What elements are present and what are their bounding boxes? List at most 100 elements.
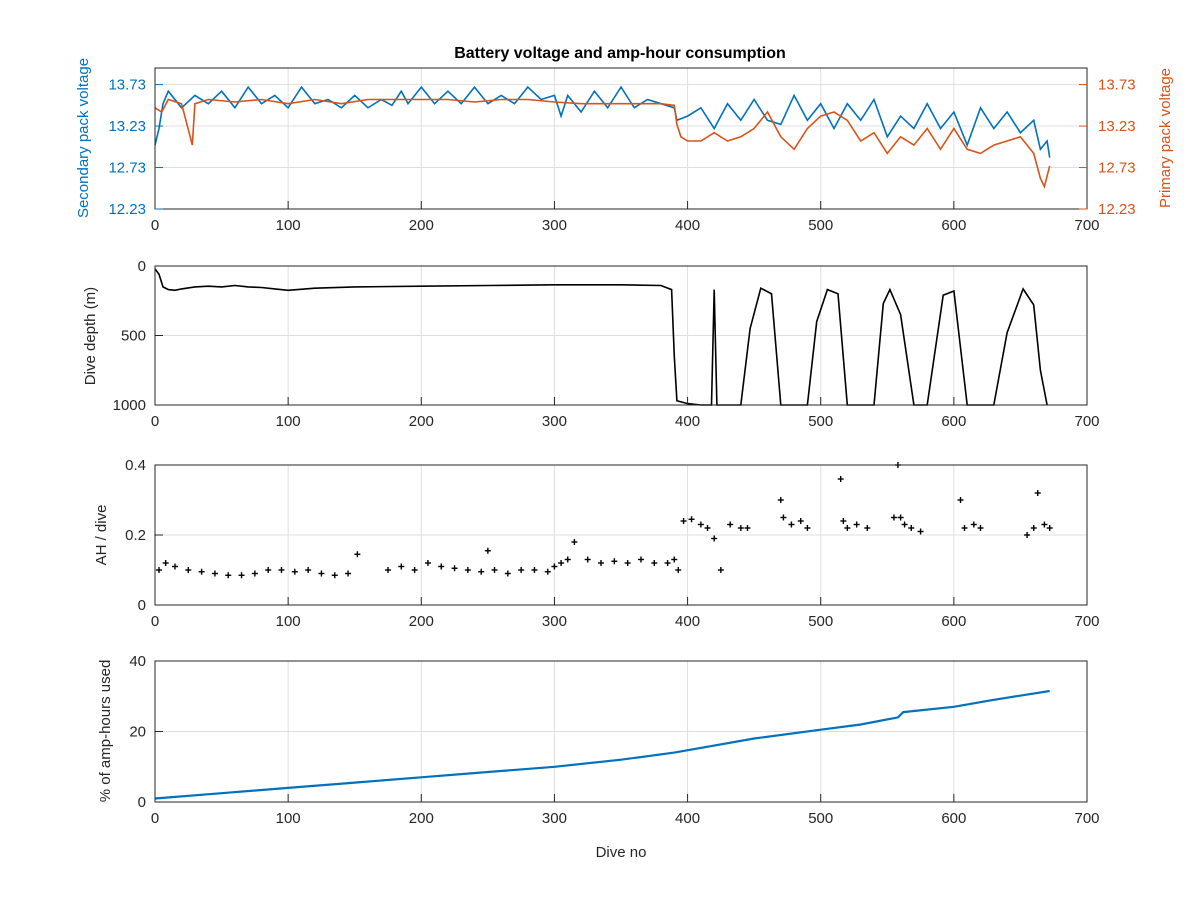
y2-tick-label: 12.73 — [1098, 160, 1136, 177]
ah-point — [744, 525, 751, 531]
voltage-left-ylabel: Secondary pack voltage — [75, 58, 92, 218]
voltage-ticks: 0 100 200 300 400 500 600 70012.2312.7313.2313.… — [108, 77, 1135, 234]
ah-point — [637, 556, 644, 563]
ah-point — [531, 567, 538, 573]
x-tick-label: 500 — [808, 217, 833, 234]
x-tick-label: 0 — [151, 217, 159, 234]
x-tick-label: 300 — [542, 613, 567, 630]
x-tick-label: 700 — [1074, 613, 1099, 630]
x-tick-label: 600 — [941, 413, 966, 430]
ah-point — [853, 521, 860, 528]
secondary-voltage-line — [154, 85, 1051, 158]
ah-point — [970, 521, 977, 528]
x-tick-label: 500 — [808, 810, 833, 827]
x-tick-label: 400 — [675, 613, 700, 630]
ah-point — [265, 567, 272, 573]
ah-point — [155, 567, 162, 573]
ah-point — [238, 572, 245, 579]
ah-point — [278, 567, 285, 573]
x-tick-label: 400 — [675, 217, 700, 234]
pct-ticks: 0 100 200 300 400 500 600 700 0 20 40 — [129, 653, 1099, 827]
ah-point — [675, 567, 682, 573]
x-tick-label: 500 — [808, 613, 833, 630]
y2-tick-label: 12.23 — [1098, 201, 1136, 218]
ah-point — [424, 560, 431, 566]
ah-point — [727, 521, 734, 528]
x-tick-label: 500 — [808, 413, 833, 430]
voltage-panel: 0 100 200 300 400 500 600 70012.2312.7313.2313.… — [75, 58, 1174, 234]
pct-panel: 0 100 200 300 400 500 600 700 0 20 40 % of amp-hou… — [97, 653, 1100, 861]
ah-point — [624, 560, 631, 566]
ah-point — [1034, 490, 1041, 496]
ah-point — [611, 558, 618, 565]
ah-point — [890, 514, 897, 521]
ah-point — [251, 570, 258, 577]
x-tick-label: 600 — [941, 810, 966, 827]
ah-point — [551, 563, 558, 570]
ah-point — [1030, 525, 1037, 531]
x-tick-label: 300 — [542, 810, 567, 827]
x-tick-label: 200 — [409, 217, 434, 234]
y-tick-label: 20 — [129, 724, 146, 741]
ah-point — [398, 563, 405, 570]
x-axis-label: Dive no — [596, 844, 647, 861]
ah-panel: 0 100 200 300 400 500 600 700 0 0.2 0.4 AH / dive — [93, 457, 1100, 630]
ah-point — [584, 556, 591, 563]
y-tick-label: 0 — [138, 258, 146, 275]
ah-ylabel: AH / dive — [93, 505, 110, 566]
ah-point — [171, 563, 178, 570]
ah-point — [664, 560, 671, 566]
depth-ylabel: Dive depth (m) — [82, 287, 99, 385]
x-tick-label: 100 — [276, 613, 301, 630]
ah-point — [897, 514, 904, 521]
ah-point — [688, 516, 695, 523]
ah-point — [917, 528, 924, 535]
x-tick-label: 100 — [276, 413, 301, 430]
y-tick-label: 500 — [121, 328, 146, 345]
voltage-axes-box — [154, 67, 1088, 210]
ah-point — [957, 497, 964, 503]
x-tick-label: 200 — [409, 413, 434, 430]
ah-point — [961, 525, 968, 531]
x-tick-label: 400 — [675, 810, 700, 827]
y-tick-label: 0 — [138, 794, 146, 811]
ah-point — [385, 567, 391, 573]
ah-point — [680, 518, 687, 524]
x-tick-label: 100 — [276, 810, 301, 827]
x-tick-label: 300 — [542, 217, 567, 234]
ah-point — [544, 568, 551, 575]
ah-point — [840, 518, 847, 524]
x-tick-label: 400 — [675, 413, 700, 430]
ah-point — [451, 565, 458, 572]
ah-point — [797, 518, 804, 524]
ah-point — [305, 567, 312, 573]
ah-point — [788, 521, 795, 528]
y2-tick-label: 13.73 — [1098, 77, 1136, 94]
ah-point — [464, 567, 471, 573]
ah-point — [558, 560, 565, 566]
ah-point — [571, 539, 578, 545]
ah-point — [484, 547, 491, 554]
voltage-right-ylabel: Primary pack voltage — [1157, 68, 1174, 208]
y2-tick-label: 13.23 — [1098, 118, 1136, 135]
y-tick-label: 1000 — [113, 397, 146, 414]
ah-point — [345, 570, 352, 577]
ah-point — [354, 551, 361, 558]
ah-point — [901, 521, 908, 528]
ah-point — [478, 568, 485, 575]
ah-point — [704, 525, 711, 531]
ah-point — [651, 560, 658, 566]
ah-point — [1041, 521, 1048, 528]
x-tick-label: 600 — [941, 217, 966, 234]
ah-point — [564, 556, 571, 563]
ah-point — [225, 572, 232, 579]
ah-point — [331, 572, 338, 579]
ah-point — [318, 570, 325, 577]
y-tick-label: 0.2 — [125, 527, 146, 544]
x-tick-label: 200 — [409, 613, 434, 630]
depth-ticks: 0 100 200 300 400 500 600 700 0 500 1000 — [113, 258, 1100, 430]
ah-point — [491, 567, 498, 573]
ah-point — [211, 570, 218, 577]
y-tick-label: 13.23 — [108, 118, 146, 135]
